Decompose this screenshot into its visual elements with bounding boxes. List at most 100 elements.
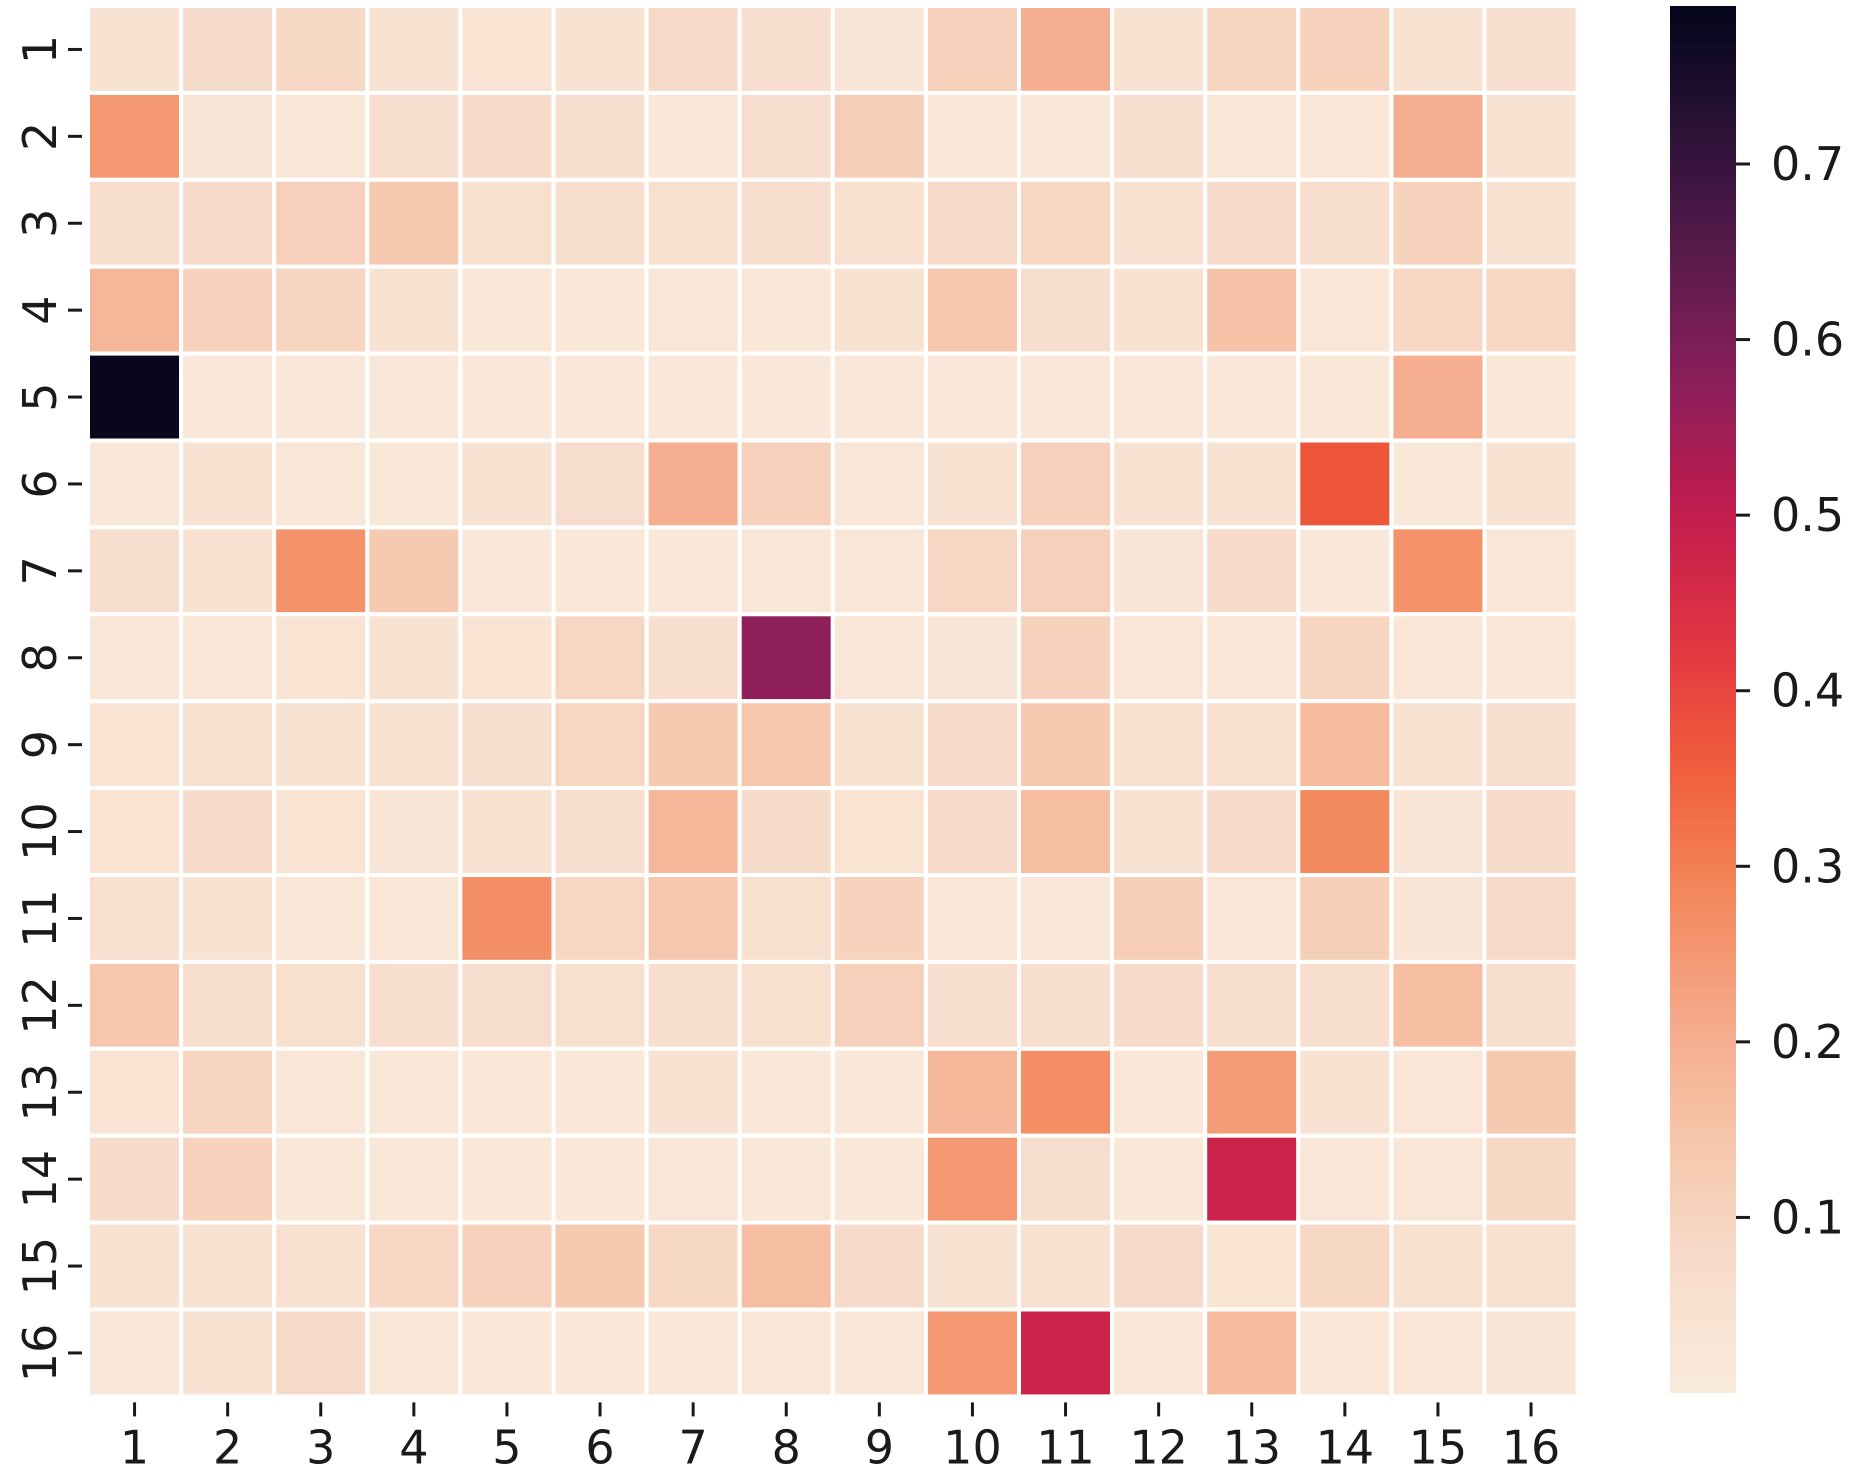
heatmap-cell — [923, 525, 1022, 617]
heatmap-cell — [1017, 873, 1115, 964]
heatmap-cell — [1296, 1046, 1394, 1138]
heatmap-cell — [1203, 612, 1301, 704]
heatmap-cell — [551, 4, 649, 95]
heatmap-cell — [458, 525, 556, 617]
y-tick-label: 7 — [13, 556, 67, 585]
heatmap-cell — [272, 1220, 370, 1312]
heatmap-cell — [179, 4, 277, 95]
heatmap-cell — [830, 438, 928, 530]
colorbar-tick-label: 0.2 — [1771, 1015, 1844, 1069]
heatmap-cell — [1017, 1307, 1115, 1399]
y-tick-label: 15 — [13, 1237, 67, 1296]
heatmap-cell — [272, 4, 370, 95]
heatmap-cell — [1389, 1307, 1487, 1399]
heatmap-cell — [923, 4, 1022, 95]
heatmap-cell — [737, 1133, 835, 1225]
heatmap-cell — [179, 90, 277, 182]
heatmap-cell — [830, 351, 928, 443]
heatmap-cell — [1296, 1133, 1394, 1225]
heatmap-cell — [1296, 264, 1394, 356]
heatmap-cell — [1110, 1307, 1208, 1399]
heatmap-cell — [1110, 438, 1208, 530]
heatmap-cell — [830, 612, 928, 704]
heatmap-cell — [644, 959, 742, 1051]
heatmap-cell — [1389, 1220, 1487, 1312]
heatmap-cell — [1203, 90, 1301, 182]
colorbar-tick-label: 0.5 — [1771, 488, 1844, 542]
heatmap-cell — [86, 959, 184, 1051]
heatmap-cell — [1203, 177, 1301, 269]
heatmap-cell — [830, 699, 928, 791]
heatmap-cell — [923, 612, 1022, 704]
heatmap-cell — [1296, 612, 1394, 704]
heatmap-cell — [1017, 90, 1115, 182]
y-tick-label: 3 — [13, 209, 67, 238]
heatmap-cell — [1203, 699, 1301, 791]
heatmap-cell — [86, 612, 184, 704]
heatmap-cell — [551, 699, 649, 791]
heatmap-cell — [1296, 786, 1394, 877]
heatmap-cell — [1296, 699, 1394, 791]
heatmap-cell — [1110, 1220, 1208, 1312]
heatmap-cell — [272, 177, 370, 269]
heatmap-cell — [458, 786, 556, 877]
heatmap-cell — [458, 873, 556, 964]
y-tick-label: 16 — [13, 1324, 67, 1383]
heatmap-cell — [737, 699, 835, 791]
heatmap-cell — [365, 525, 463, 617]
heatmap-cell — [86, 438, 184, 530]
heatmap-cell — [1482, 264, 1580, 356]
heatmap-cell — [737, 438, 835, 530]
heatmap-cell — [86, 1220, 184, 1312]
heatmap-cell — [1110, 264, 1208, 356]
heatmap-cell — [551, 1220, 649, 1312]
y-tick-label: 1 — [13, 35, 67, 64]
heatmap-cell — [1203, 959, 1301, 1051]
heatmap-cell — [551, 90, 649, 182]
heatmap-cell — [179, 438, 277, 530]
heatmap-cell — [458, 4, 556, 95]
heatmap-cell — [551, 612, 649, 704]
heatmap-cell — [644, 1133, 742, 1225]
heatmap-cell — [365, 90, 463, 182]
heatmap-cell — [1017, 699, 1115, 791]
heatmap-cell — [1017, 351, 1115, 443]
heatmap-cell — [272, 786, 370, 877]
heatmap-cell — [1110, 612, 1208, 704]
heatmap-cell — [923, 438, 1022, 530]
heatmap-cell — [923, 699, 1022, 791]
heatmap-cell — [644, 1307, 742, 1399]
heatmap-cell — [551, 351, 649, 443]
heatmap-cell — [458, 264, 556, 356]
heatmap-cell — [179, 264, 277, 356]
heatmap-cell — [86, 525, 184, 617]
heatmap-cell — [272, 525, 370, 617]
heatmap-cell — [737, 1046, 835, 1138]
heatmap-cell — [1203, 873, 1301, 964]
heatmap-cell — [1110, 177, 1208, 269]
heatmap-cell — [179, 959, 277, 1051]
heatmap-cell — [365, 699, 463, 791]
heatmap-cell — [86, 786, 184, 877]
heatmap-cell — [365, 1307, 463, 1399]
heatmap-cell — [551, 177, 649, 269]
heatmap-cell — [830, 1133, 928, 1225]
heatmap-cell — [1110, 1133, 1208, 1225]
heatmap-cell — [737, 525, 835, 617]
heatmap-cell — [830, 90, 928, 182]
heatmap-cell — [365, 786, 463, 877]
heatmap-cell — [86, 351, 184, 443]
heatmap-cell — [1296, 438, 1394, 530]
heatmap-cell — [1482, 612, 1580, 704]
heatmap-cell — [272, 1046, 370, 1138]
heatmap-cell — [737, 786, 835, 877]
heatmap-cell — [830, 873, 928, 964]
heatmap-cell — [458, 699, 556, 791]
heatmap-cell — [179, 177, 277, 269]
colorbar-tick-label: 0.7 — [1771, 137, 1844, 191]
heatmap-cell — [1482, 438, 1580, 530]
heatmap-cell — [830, 525, 928, 617]
heatmap-cell — [1389, 90, 1487, 182]
heatmap-cell — [644, 90, 742, 182]
heatmap-cell — [1296, 351, 1394, 443]
